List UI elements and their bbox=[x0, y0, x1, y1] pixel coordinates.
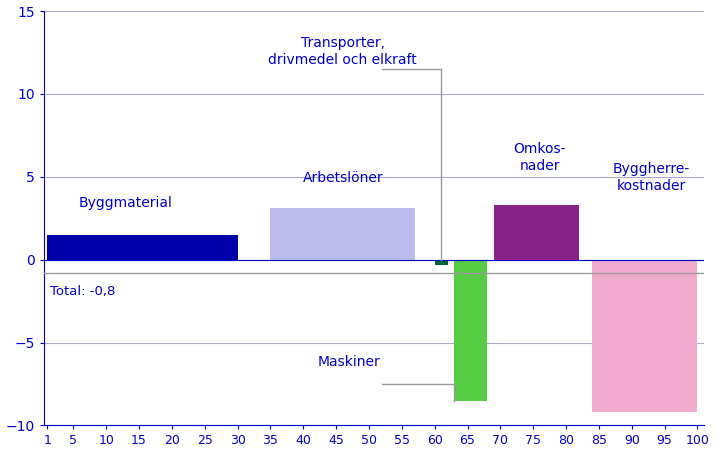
Bar bbox=[47, 235, 238, 260]
Text: Byggherre-
kostnader: Byggherre- kostnader bbox=[613, 162, 690, 193]
Text: Maskiner: Maskiner bbox=[318, 356, 381, 370]
Bar bbox=[271, 208, 415, 260]
Text: Omkos-
nader: Omkos- nader bbox=[513, 142, 566, 173]
Text: Transporter,
drivmedel och elkraft: Transporter, drivmedel och elkraft bbox=[268, 36, 417, 67]
Text: Arbetslöner: Arbetslöner bbox=[302, 171, 383, 185]
Text: Byggmaterial: Byggmaterial bbox=[79, 196, 173, 210]
Text: Total: -0,8: Total: -0,8 bbox=[50, 284, 116, 298]
Bar bbox=[494, 205, 579, 260]
Bar bbox=[592, 260, 697, 412]
Bar bbox=[435, 260, 448, 265]
Bar bbox=[455, 260, 488, 400]
